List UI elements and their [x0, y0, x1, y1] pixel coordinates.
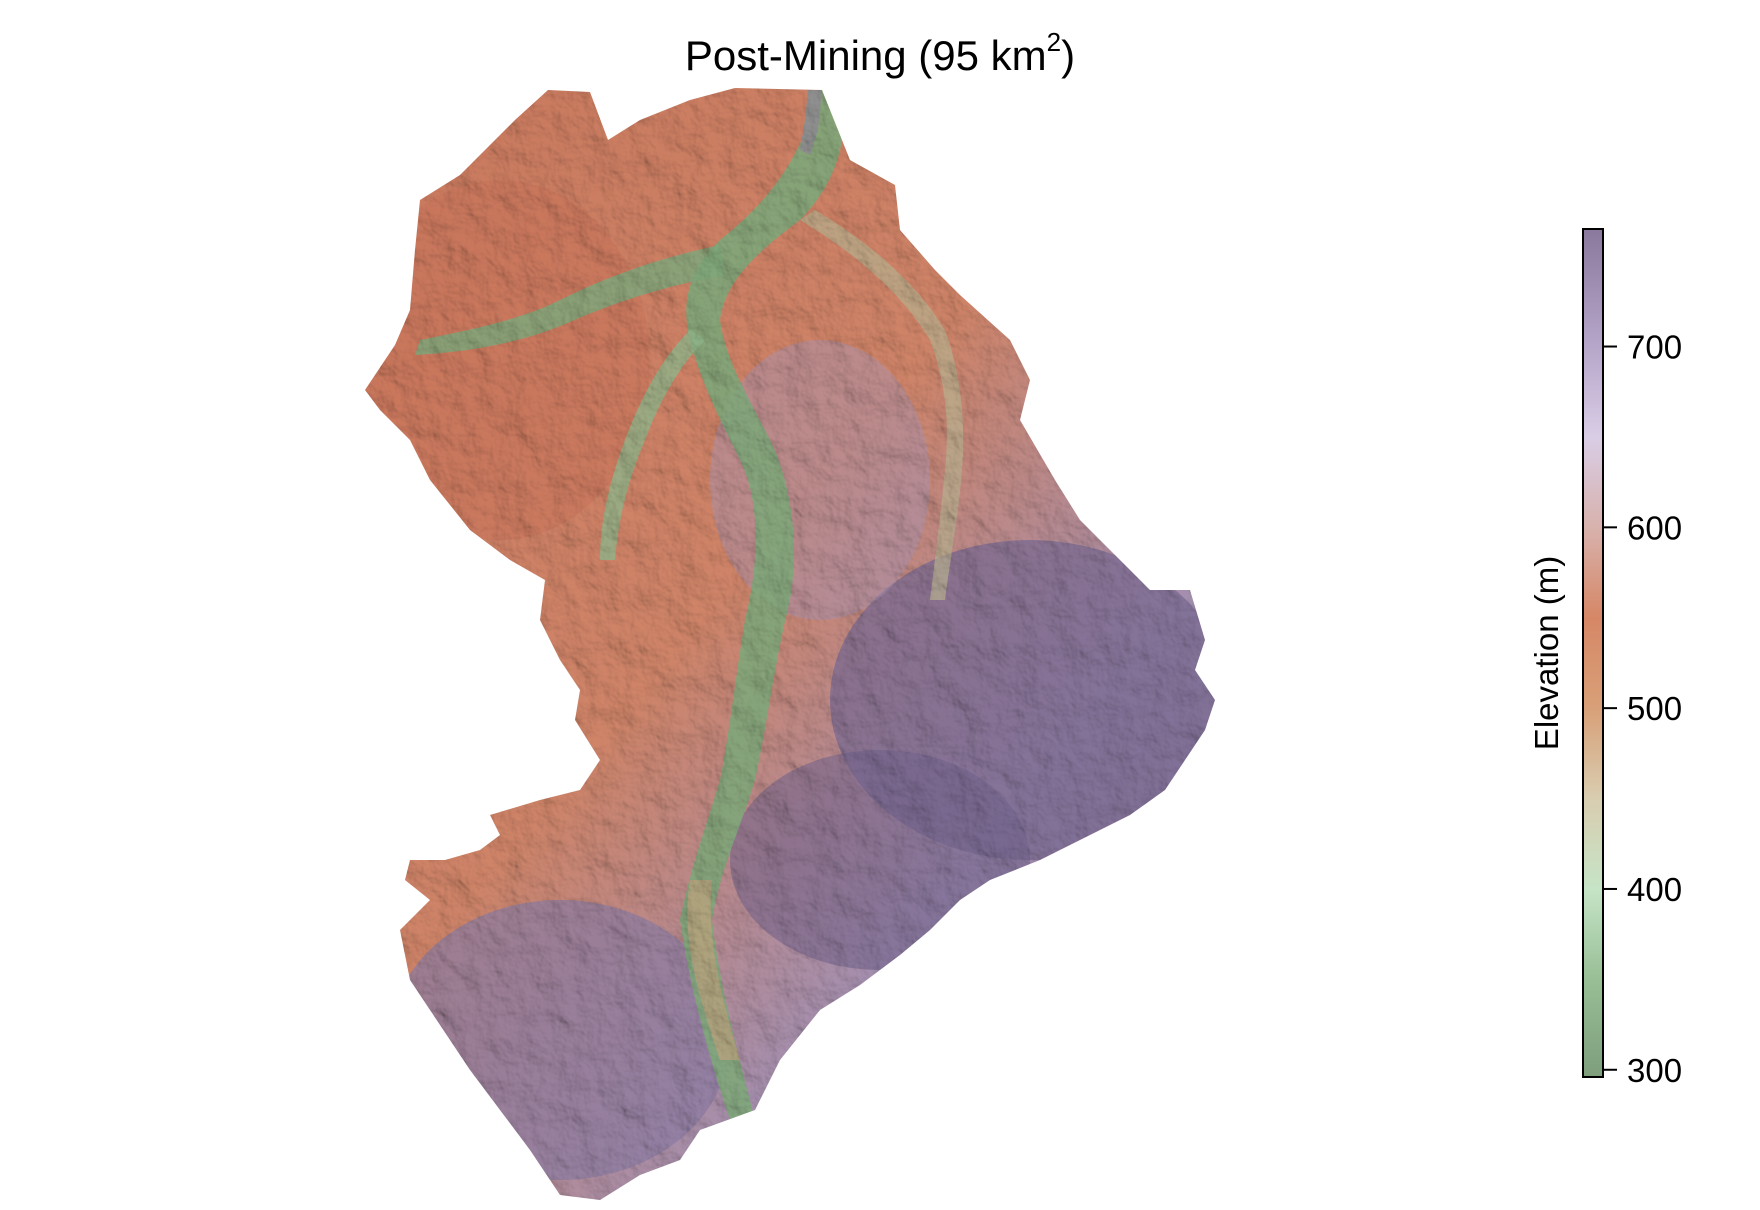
map-title-text: Post-Mining (95 km	[684, 32, 1047, 79]
map-title: Post-Mining (95 km2)	[0, 18, 1760, 84]
legend-tick-label: 500	[1627, 690, 1682, 727]
legend-tick-label: 600	[1627, 509, 1682, 546]
map-title-superscript: 2	[1046, 27, 1062, 57]
legend-color-bar	[1582, 228, 1604, 1078]
legend-title: Elevation (m)	[1528, 556, 1565, 750]
legend-tick-label: 700	[1627, 329, 1682, 366]
legend-tick-label: 300	[1627, 1052, 1682, 1089]
map-title-end: )	[1061, 32, 1076, 79]
legend-ticks: 300 400 500 600 700	[1603, 329, 1682, 1089]
legend-tick-label: 400	[1627, 871, 1682, 908]
